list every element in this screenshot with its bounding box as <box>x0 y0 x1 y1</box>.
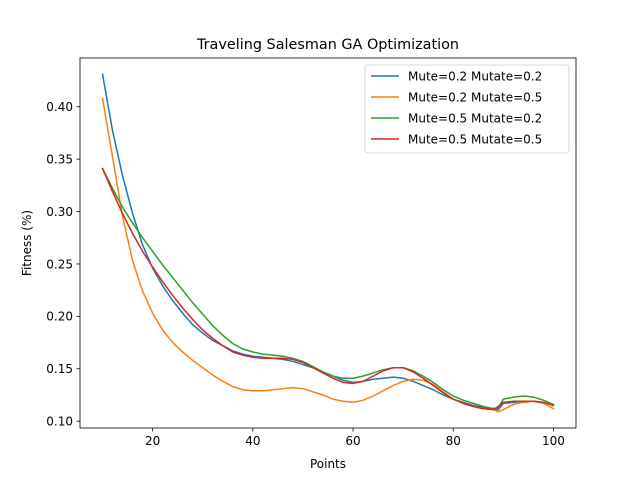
y-axis-ticks: 0.10 0.15 0.20 0.25 0.30 0.35 0.40 <box>46 100 80 428</box>
x-tick-label: 40 <box>245 434 260 448</box>
series-lines <box>101 73 555 413</box>
legend-box <box>364 64 570 154</box>
x-axis-ticks: 20 40 60 80 100 <box>145 428 565 448</box>
series-line-3 <box>101 167 555 410</box>
y-tick-label: 0.25 <box>46 257 73 271</box>
x-tick-label: 20 <box>145 434 160 448</box>
x-tick-label: 100 <box>542 434 565 448</box>
x-tick-label: 80 <box>446 434 461 448</box>
legend-label-1: Mute=0.2 Mutate=0.2 <box>408 69 542 83</box>
legend-label-3: Mute=0.5 Mutate=0.2 <box>408 111 542 125</box>
y-tick-label: 0.40 <box>46 100 73 114</box>
axes-frame <box>79 57 577 429</box>
chart-title: Traveling Salesman GA Optimization <box>196 37 459 53</box>
legend: Mute=0.2 Mutate=0.2 Mute=0.2 Mutate=0.5 Mu… <box>364 64 570 154</box>
x-tick-label: 60 <box>345 434 360 448</box>
y-tick-label: 0.10 <box>46 414 73 428</box>
legend-label-4: Mute=0.5 Mutate=0.5 <box>408 132 542 146</box>
legend-label-2: Mute=0.2 Mutate=0.5 <box>408 90 542 104</box>
y-tick-label: 0.20 <box>46 310 73 324</box>
x-axis-label: Points <box>310 457 346 471</box>
y-tick-label: 0.30 <box>46 205 73 219</box>
y-tick-label: 0.35 <box>46 152 73 166</box>
y-tick-label: 0.15 <box>46 362 73 376</box>
y-axis-label: Fitness (%) <box>20 210 34 276</box>
series-line-4 <box>101 167 555 411</box>
